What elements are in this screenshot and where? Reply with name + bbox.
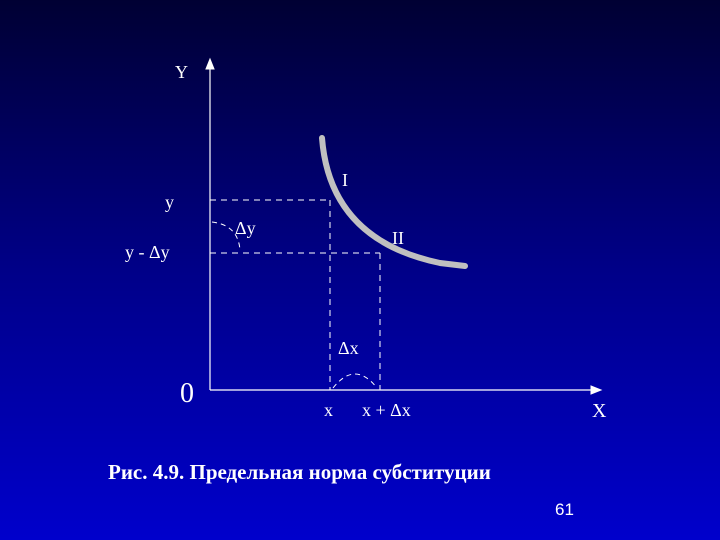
diagram-area: Y X 0 y y - Δy Δy Δx x x + Δx I II	[180, 60, 610, 420]
axis-label-x: X	[592, 400, 606, 423]
point-II-label: II	[392, 228, 404, 249]
figure-caption: Рис. 4.9. Предельная норма субституции	[108, 460, 491, 485]
label-x-plus-dx: x + Δx	[362, 400, 411, 421]
label-dy: Δy	[235, 218, 256, 239]
page-number: 61	[555, 500, 574, 520]
label-y-minus-dy: y - Δy	[125, 242, 170, 263]
origin-label: 0	[180, 378, 194, 410]
arc-dx	[333, 374, 377, 388]
label-dx: Δx	[338, 338, 359, 359]
axis-label-y: Y	[175, 62, 188, 83]
label-y: y	[165, 192, 174, 213]
label-x: x	[324, 400, 333, 421]
point-I-label: I	[342, 170, 348, 191]
